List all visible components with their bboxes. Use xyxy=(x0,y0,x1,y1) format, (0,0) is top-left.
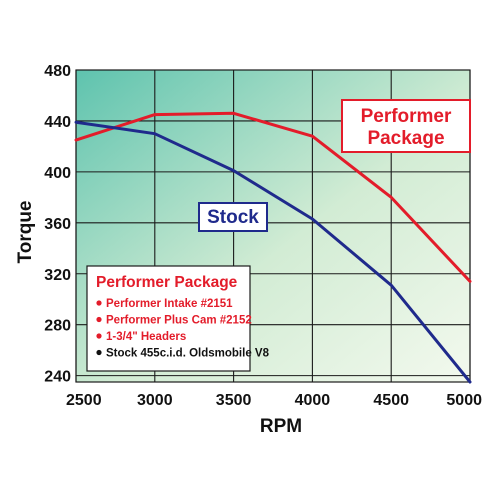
y-tick-labels: 240 280 320 360 400 440 480 xyxy=(44,63,71,386)
performer-package-series-label: Performer Package xyxy=(341,99,471,153)
stock-label-box xyxy=(198,202,268,232)
x-tick-label: 2500 xyxy=(66,392,102,409)
x-tick-label: 3000 xyxy=(137,392,173,409)
performer-label-line2: Package xyxy=(367,128,444,149)
y-tick-label: 360 xyxy=(44,216,71,233)
legend-item-text: Performer Plus Cam #2152 xyxy=(106,315,252,327)
x-axis-title: RPM xyxy=(260,416,302,437)
x-tick-labels: 2500 3000 3500 4000 4500 5000 xyxy=(66,392,482,409)
performer-label-line1: Performer xyxy=(361,106,452,127)
y-tick-label: 440 xyxy=(44,114,71,131)
y-tick-label: 240 xyxy=(44,369,71,386)
x-tick-label: 3500 xyxy=(216,392,252,409)
stock-series-label: Stock xyxy=(198,202,268,232)
y-tick-label: 320 xyxy=(44,267,71,284)
x-tick-label: 4500 xyxy=(373,392,409,409)
series-line-performer-package xyxy=(74,111,472,283)
y-tick-label: 280 xyxy=(44,318,71,335)
legend-bullet xyxy=(96,333,102,339)
stock-label-text: Stock xyxy=(207,207,259,228)
legend: Performer Package Performer Intake #2151… xyxy=(86,265,270,372)
x-tick-label: 4000 xyxy=(295,392,331,409)
x-tick-label: 5000 xyxy=(446,392,482,409)
y-tick-label: 480 xyxy=(44,63,71,80)
y-axis-title: Torque xyxy=(15,201,36,264)
legend-item-text: 1-3/4" Headers xyxy=(106,331,186,343)
series-layer xyxy=(74,111,472,384)
y-tick-label: 400 xyxy=(44,165,71,182)
legend-bullet xyxy=(96,316,102,323)
legend-items: Performer Intake #2151 Performer Plus Cam… xyxy=(96,298,270,360)
legend-title: Performer Package xyxy=(96,274,238,291)
plot-frame xyxy=(75,69,471,383)
legend-item-text: Stock 455c.i.d. Oldsmobile V8 xyxy=(106,348,270,360)
legend-bullet xyxy=(96,300,102,306)
legend-item-text: Performer Intake #2151 xyxy=(106,298,233,310)
series-line-stock xyxy=(74,120,472,384)
legend-box xyxy=(86,265,251,372)
performer-package-label-box xyxy=(341,99,471,153)
legend-bullet xyxy=(96,349,102,356)
